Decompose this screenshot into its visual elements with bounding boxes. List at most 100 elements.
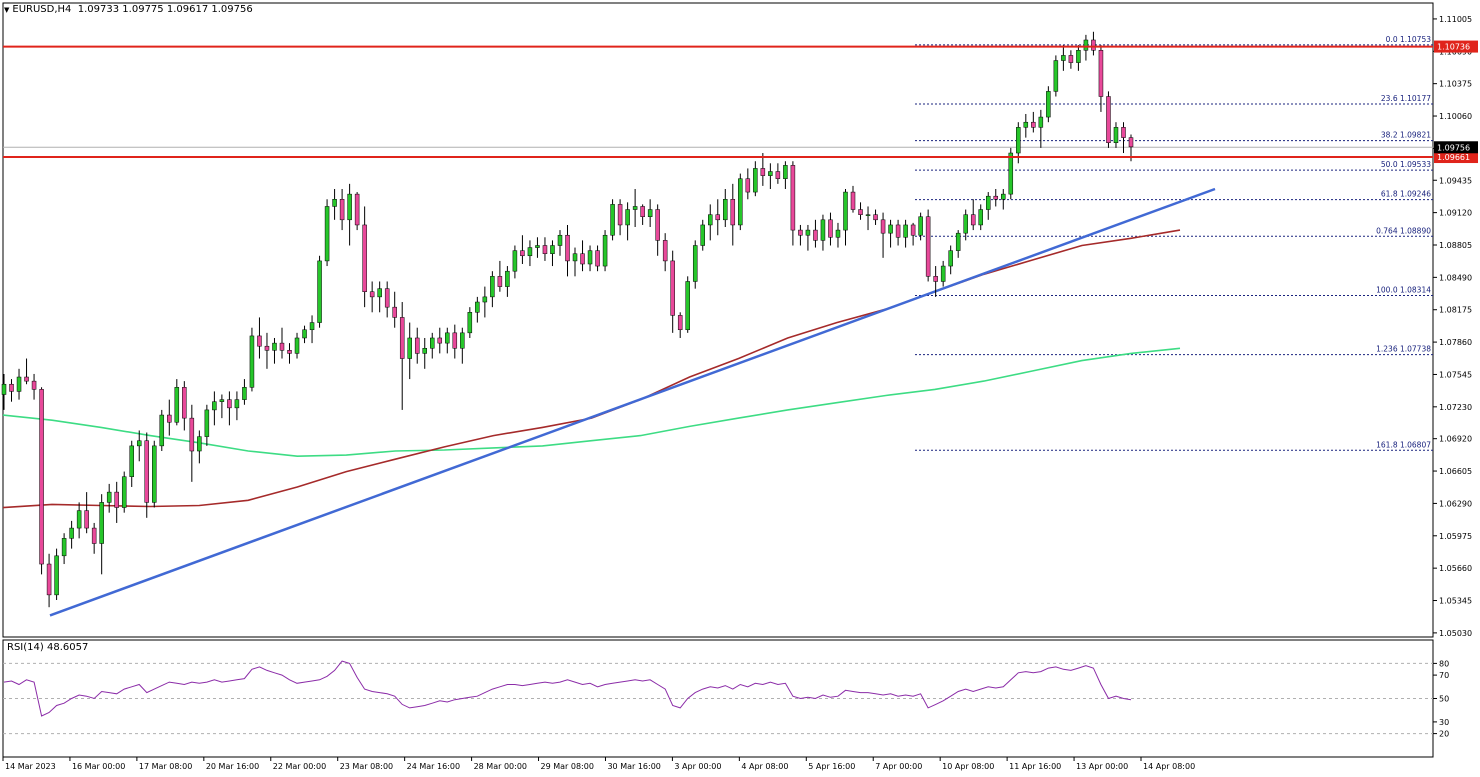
bullish-candle bbox=[768, 171, 773, 176]
bullish-candle bbox=[152, 445, 157, 503]
bullish-candle bbox=[460, 332, 465, 349]
bullish-candle bbox=[242, 387, 247, 400]
bullish-candle bbox=[309, 322, 315, 331]
price-axis-label: 1.05345 bbox=[1439, 597, 1472, 606]
bid-price-tag bbox=[1434, 141, 1478, 154]
time-axis-label: 13 Apr 00:00 bbox=[1076, 762, 1128, 771]
bearish-candle bbox=[1121, 127, 1126, 138]
bullish-candle bbox=[204, 409, 210, 437]
fib-level-label: 38.2 1.09821 bbox=[1381, 131, 1431, 140]
bearish-candle bbox=[31, 380, 37, 390]
bearish-candle bbox=[91, 527, 97, 544]
bullish-candle bbox=[129, 445, 134, 477]
bullish-candle bbox=[843, 191, 848, 231]
price-axis-label: 1.07860 bbox=[1439, 338, 1472, 347]
bullish-candle bbox=[1, 383, 7, 395]
bullish-candle bbox=[445, 332, 450, 344]
bearish-candle bbox=[715, 214, 721, 221]
bullish-candle bbox=[527, 247, 533, 257]
bullish-candle bbox=[535, 245, 540, 248]
bearish-candle bbox=[895, 224, 901, 238]
bearish-candle bbox=[925, 216, 931, 277]
bullish-candle bbox=[835, 229, 841, 238]
bearish-candle bbox=[542, 245, 548, 254]
bearish-candle bbox=[655, 209, 660, 241]
bearish-candle bbox=[662, 240, 668, 262]
bearish-candle bbox=[813, 229, 818, 241]
bearish-candle bbox=[595, 250, 600, 267]
resistance-price-label: 1.09661 bbox=[1437, 153, 1470, 162]
bearish-candle bbox=[39, 389, 44, 565]
bearish-candle bbox=[850, 191, 856, 210]
bullish-trendline bbox=[49, 187, 1216, 617]
bullish-candle bbox=[377, 288, 382, 298]
fib-level-label: 50.0 1.09533 bbox=[1381, 160, 1431, 169]
bullish-candle bbox=[475, 301, 480, 313]
bullish-candle bbox=[865, 214, 871, 216]
bearish-candle bbox=[730, 199, 736, 226]
bullish-candle bbox=[407, 337, 412, 359]
bullish-candle bbox=[692, 245, 698, 282]
bullish-candle bbox=[106, 491, 112, 503]
symbol-label: EURUSD,H4 bbox=[4, 4, 71, 15]
bullish-candle bbox=[708, 214, 713, 226]
bullish-candle bbox=[602, 234, 608, 267]
bearish-candle bbox=[437, 337, 443, 344]
bullish-candle bbox=[136, 440, 142, 447]
bearish-candle bbox=[993, 195, 999, 200]
price-axis-label: 1.06290 bbox=[1439, 499, 1472, 508]
bearish-candle bbox=[362, 224, 367, 292]
bearish-candle bbox=[677, 315, 683, 331]
bullish-candle bbox=[219, 399, 225, 402]
price-axis-label: 1.09120 bbox=[1439, 209, 1472, 218]
bullish-candle bbox=[978, 209, 983, 226]
rsi-label: RSI(14) bbox=[7, 642, 44, 653]
bullish-candle bbox=[1053, 60, 1059, 92]
bearish-candle bbox=[227, 399, 232, 409]
price-axis-label: 1.10060 bbox=[1439, 112, 1472, 121]
time-axis-label: 24 Mar 16:00 bbox=[407, 762, 460, 771]
bullish-candle bbox=[940, 265, 946, 282]
bullish-candle bbox=[76, 510, 82, 529]
price-axis-label: 1.08805 bbox=[1439, 241, 1472, 250]
bullish-candle bbox=[302, 329, 307, 339]
bullish-candle bbox=[1083, 39, 1089, 51]
bullish-candle bbox=[632, 206, 638, 210]
ohlc-readout: 1.09733 1.09775 1.09617 1.09756 bbox=[77, 4, 253, 15]
price-axis-label: 1.07230 bbox=[1439, 403, 1472, 412]
bearish-candle bbox=[279, 342, 285, 351]
time-axis-label: 20 Mar 16:00 bbox=[206, 762, 259, 771]
bullish-candle bbox=[948, 250, 953, 267]
bullish-candle bbox=[1076, 50, 1081, 63]
bearish-candle bbox=[114, 491, 119, 508]
bullish-candle bbox=[347, 193, 352, 221]
fib-level-label: 161.8 1.06807 bbox=[1376, 440, 1431, 449]
bearish-candle bbox=[910, 224, 916, 236]
bullish-candle bbox=[625, 209, 630, 226]
bullish-candle bbox=[1046, 91, 1051, 118]
price-axis-label: 1.08490 bbox=[1439, 273, 1472, 282]
bearish-candle bbox=[880, 219, 886, 234]
time-axis-label: 22 Mar 00:00 bbox=[273, 762, 326, 771]
time-axis-label: 23 Mar 08:00 bbox=[340, 762, 393, 771]
bearish-candle bbox=[1106, 96, 1111, 143]
bearish-candle bbox=[369, 291, 375, 298]
bearish-candle bbox=[617, 204, 623, 226]
bearish-candle bbox=[264, 345, 270, 351]
rsi-line bbox=[3, 660, 1132, 717]
rsi-axis-label: 20 bbox=[1439, 730, 1449, 739]
bullish-candle bbox=[324, 206, 330, 262]
price-axis-label: 1.05975 bbox=[1439, 532, 1472, 541]
fib-level-label: 0.764 1.08890 bbox=[1376, 226, 1431, 235]
bullish-candle bbox=[783, 165, 788, 179]
bearish-candle bbox=[392, 306, 397, 318]
bearish-candle bbox=[1031, 121, 1036, 128]
rsi-header: RSI(14) 48.6057 bbox=[7, 642, 88, 653]
bearish-candle bbox=[24, 376, 29, 382]
bearish-candle bbox=[1091, 39, 1096, 51]
bullish-candle bbox=[918, 216, 923, 236]
bearish-candle bbox=[745, 178, 751, 193]
resistance-price-label: 1.10736 bbox=[1437, 43, 1470, 52]
fib-level-label: 23.6 1.10177 bbox=[1381, 94, 1431, 103]
